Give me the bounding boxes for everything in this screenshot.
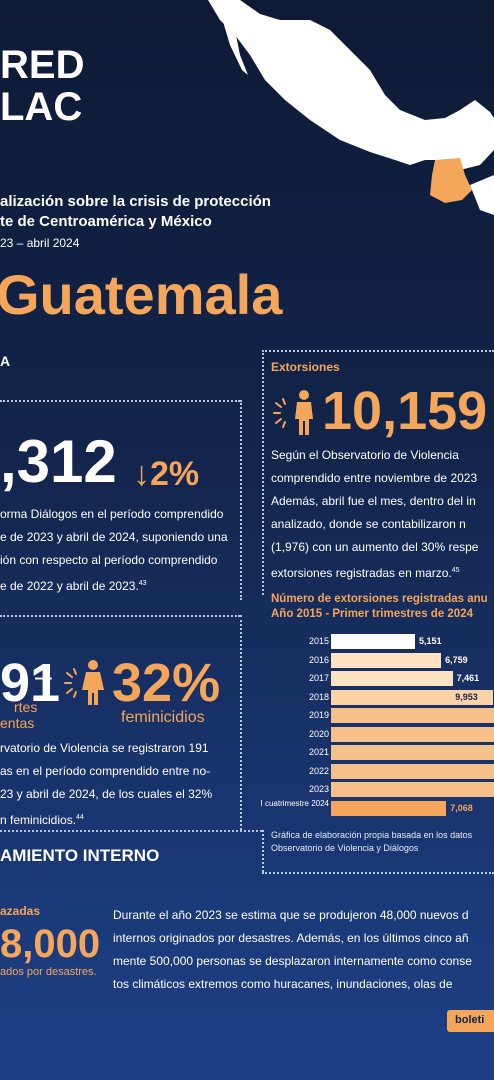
chart-row: 2021 (0, 745, 494, 761)
divider-dotted (262, 350, 264, 595)
chart-value-label: 5,151 (418, 636, 442, 646)
divider-dotted (240, 400, 242, 600)
chart-row: 2015 5,151 (0, 634, 494, 650)
divider-dotted (0, 400, 240, 402)
extortions-heading: Extorsiones (271, 360, 340, 374)
extortions-text: Según el Observatorio de Violencia compr… (271, 448, 479, 580)
chart-bar (331, 689, 494, 705)
title-line2: te de Centroamérica y México (0, 213, 212, 230)
extortions-bar-chart: 2015 5,151 2016 6,759 2017 7,461 2018 9,953 2019… (0, 634, 494, 824)
displacement-text: Durante el año 2023 se estima que se pro… (113, 908, 472, 991)
divider-dotted (262, 872, 494, 874)
chart-row: 2023 (0, 782, 494, 798)
chart-value-label: 7,068 (450, 802, 473, 813)
country-title: Guatemala (0, 263, 283, 326)
extortions-number: 10,159 (322, 381, 488, 441)
chart-row: 2016 6,759 (0, 652, 494, 669)
divider-dotted (262, 350, 494, 352)
chart-category-label: 2022 (308, 765, 329, 776)
divider-dotted (0, 615, 240, 617)
chart-category-label: 2019 (308, 710, 329, 720)
chart-source: Gráfica de elaboración propia basada en … (271, 830, 473, 853)
homicides-number: ,312 (0, 428, 117, 495)
chart-category-label: 2017 (308, 673, 329, 683)
chart-bar (331, 708, 494, 723)
title-line1: alización sobre la crisis de protección (0, 193, 271, 210)
bulletin-button[interactable]: boleti (447, 1010, 494, 1032)
chart-category-label: 2021 (308, 747, 329, 757)
chart-row: 2018 9,953 (0, 689, 494, 706)
homicides-change: ↓2% (133, 455, 200, 493)
violent-deaths-number: 91 (0, 653, 61, 713)
displacement-number-label: ados por desastres. (0, 966, 97, 978)
dash: – (35, 660, 52, 693)
chart-category-label: 2020 (308, 728, 329, 739)
chart-value-label: 7,461 (456, 673, 480, 683)
chart-row: 2017 7,461 (0, 671, 494, 687)
brand-logo: RED LAC (0, 44, 84, 128)
woman-icon (64, 660, 104, 705)
section-heading-a: A (0, 353, 11, 369)
chart-value-label: 6,759 (445, 654, 468, 665)
report-title: alización sobre la crisis de protección … (0, 192, 271, 232)
chart-bar (331, 652, 442, 668)
displacement-heading: AMIENTO INTERNO (0, 846, 160, 865)
divider-dotted (240, 615, 242, 830)
chart-category-label: I cuatrimestre 2024 (260, 798, 329, 808)
displacement-sub: azadas (0, 904, 41, 918)
bulletin-button-label: boleti (455, 1014, 485, 1026)
chart-title: Número de extorsiones registradas anu Añ… (271, 593, 488, 620)
chart-bar (331, 726, 494, 742)
violent-deaths-label: rtes entas (0, 699, 38, 731)
report-period: 23 – abril 2024 (0, 236, 80, 250)
displacement-number: 8,000 (0, 922, 101, 966)
divider-dotted (262, 830, 264, 872)
chart-row: 2019 (0, 708, 494, 724)
femicide-label: feminicidios (121, 709, 205, 726)
divider-dotted (0, 830, 262, 832)
chart-bar (331, 671, 453, 686)
chart-category-label: 2016 (308, 654, 329, 665)
chart-row: 2020 (0, 726, 494, 743)
chart-bar (331, 800, 447, 816)
guatemala-highlight (430, 158, 472, 203)
chart-row: I cuatrimestre 2024 7,068 (0, 798, 494, 817)
chart-bar (331, 745, 494, 760)
chart-bar (331, 634, 415, 649)
femicide-text: rvatorio de Violencia se registraron 191… (0, 741, 213, 827)
chart-category-label: 2023 (308, 784, 329, 794)
chart-category-label: 2018 (308, 691, 329, 702)
chart-value-label: 9,953 (455, 691, 478, 702)
chart-bar (331, 763, 494, 779)
femicide-percentage: 32% (112, 653, 221, 713)
chart-row: 2022 (0, 763, 494, 780)
brand-line2: LAC (0, 85, 83, 129)
person-icon (273, 390, 313, 435)
homicides-text: orma Diálogos en el período comprendido … (0, 507, 228, 593)
chart-bar (331, 782, 494, 797)
brand-line1: RED (0, 43, 85, 87)
chart-category-label: 2015 (308, 636, 329, 646)
map-mexico-central-america (208, 0, 494, 215)
